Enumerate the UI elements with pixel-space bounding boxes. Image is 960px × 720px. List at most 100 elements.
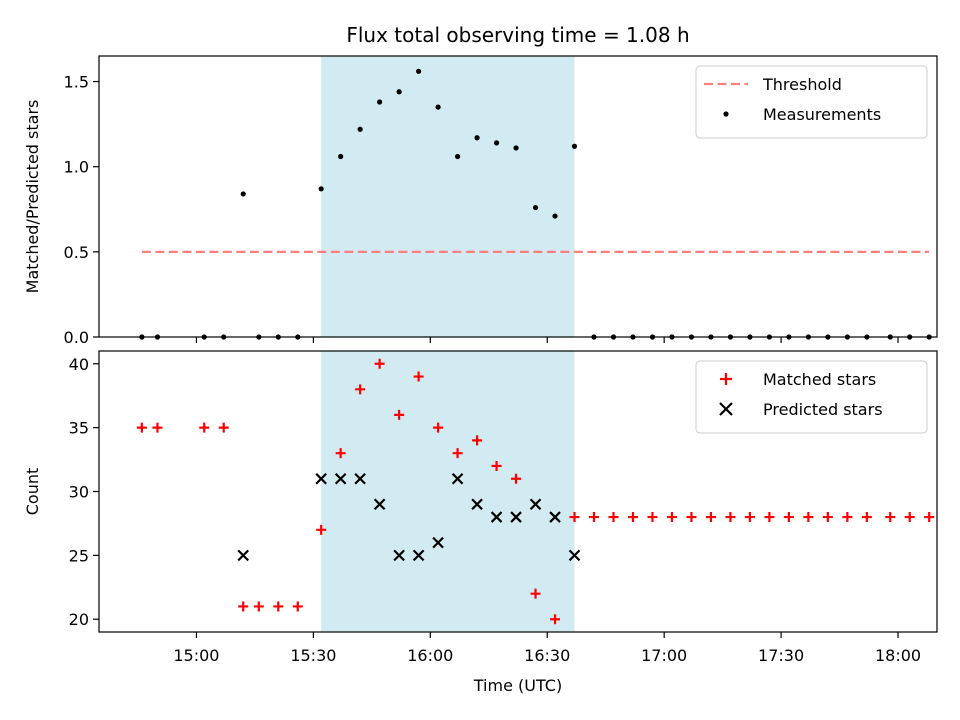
matched-stars-point xyxy=(253,601,264,612)
matched-stars-point xyxy=(218,422,229,433)
y-tick-label: 1.5 xyxy=(64,73,89,92)
matched-stars-point xyxy=(273,601,284,612)
y-tick-label: 1.0 xyxy=(64,158,89,177)
matched-stars-point xyxy=(511,473,522,484)
matched-stars-point xyxy=(238,601,249,612)
top-y-axis: 0.0 0.5 1.0 1.5 xyxy=(64,73,99,347)
measurement-point xyxy=(377,99,383,105)
legend-box xyxy=(695,65,928,139)
matched-stars-point xyxy=(589,512,600,523)
predicted-stars-point xyxy=(315,472,327,485)
matched-stars-point xyxy=(394,409,405,420)
matched-stars-point xyxy=(608,512,619,523)
chart-title: Flux total observing time = 1.08 h xyxy=(346,23,689,47)
matched-stars-point xyxy=(413,371,424,382)
predicted-stars-point xyxy=(529,498,542,511)
bottom-y-axis-label: Count xyxy=(23,468,42,516)
top-marks xyxy=(139,68,932,340)
matched-stars-point xyxy=(433,422,444,433)
measurement-point xyxy=(318,186,324,192)
legend-x-swatch xyxy=(719,402,733,416)
measurement-point xyxy=(513,145,519,151)
matched-stars-point xyxy=(822,512,833,523)
measurement-point xyxy=(552,213,558,219)
x-tick-label: 15:00 xyxy=(173,646,219,665)
y-tick-label: 25 xyxy=(69,546,89,565)
matched-stars-point xyxy=(885,512,896,523)
bottom-marks xyxy=(136,358,935,625)
measurement-point xyxy=(532,204,539,211)
matched-stars-point xyxy=(491,460,502,471)
predicted-stars-point xyxy=(237,549,249,562)
matched-stars-point xyxy=(292,601,303,612)
matched-stars-point xyxy=(335,448,346,459)
x-tick-label: 17:30 xyxy=(758,646,804,665)
measurement-point xyxy=(416,68,422,74)
measurement-point xyxy=(493,140,500,146)
predicted-stars-point xyxy=(373,498,386,511)
measurement-point xyxy=(240,191,246,197)
matched-stars-point xyxy=(569,512,580,523)
matched-stars-point xyxy=(861,512,872,523)
matched-stars-point xyxy=(199,422,210,433)
x-tick-label: 17:00 xyxy=(641,646,687,665)
bottom-legend: Matched stars Predicted stars xyxy=(695,360,928,434)
legend-plus-swatch xyxy=(720,373,732,385)
x-tick-label: 15:30 xyxy=(290,646,336,665)
x-tick-label: 16:00 xyxy=(407,646,453,665)
matched-stars-point xyxy=(647,512,658,523)
matched-stars-point xyxy=(783,512,794,523)
matched-stars-point xyxy=(530,588,541,599)
x-tick-label: 18:00 xyxy=(875,646,921,665)
matched-stars-point xyxy=(803,512,814,523)
predicted-stars-point xyxy=(510,511,522,523)
matched-stars-point xyxy=(666,512,677,523)
legend-label: Predicted stars xyxy=(763,400,883,419)
bottom-y-axis: 20 25 30 35 40 xyxy=(69,355,99,629)
predicted-stars-point xyxy=(334,472,347,485)
y-tick-label: 0.0 xyxy=(64,328,89,347)
matched-stars-point xyxy=(136,422,147,433)
matched-stars-point xyxy=(152,422,163,433)
measurement-point xyxy=(454,153,461,160)
y-tick-label: 40 xyxy=(69,355,89,374)
matched-stars-point xyxy=(764,512,775,523)
predicted-stars-point xyxy=(412,549,425,562)
legend-dot-swatch xyxy=(723,111,729,117)
measurement-point xyxy=(435,104,441,110)
top-panel: 0.0 0.5 1.0 1.5 Matched/Predicted stars Thr… xyxy=(23,55,938,347)
matched-stars-point xyxy=(705,512,716,523)
y-tick-label: 30 xyxy=(69,483,89,502)
matched-stars-point xyxy=(744,512,755,523)
top-legend: Threshold Measurements xyxy=(695,65,928,139)
bottom-x-axis: 15:00 15:30 16:00 16:30 17:00 17:30 18:00 xyxy=(173,632,921,665)
measurement-point xyxy=(474,135,480,141)
bottom-panel: 20 25 30 35 40 15:00 15:30 16:00 16:30 17:00 17:3… xyxy=(23,350,938,695)
matched-stars-point xyxy=(686,512,697,523)
predicted-stars-point xyxy=(549,511,561,523)
predicted-stars-point xyxy=(490,511,503,523)
observing-window-shade-bottom xyxy=(321,351,575,632)
top-y-axis-label: Matched/Predicted stars xyxy=(23,100,42,294)
matched-stars-point xyxy=(316,524,327,535)
matched-stars-point xyxy=(355,384,366,395)
predicted-stars-point xyxy=(432,536,444,549)
predicted-stars-point xyxy=(451,472,464,485)
y-tick-label: 35 xyxy=(69,419,89,438)
predicted-stars-point xyxy=(568,549,581,562)
legend-label: Threshold xyxy=(762,75,842,94)
measurement-point xyxy=(338,153,344,160)
matched-stars-point xyxy=(452,448,463,459)
matched-stars-point xyxy=(924,512,935,523)
predicted-stars-point xyxy=(471,498,483,511)
x-tick-label: 16:30 xyxy=(524,646,570,665)
matched-stars-point xyxy=(627,512,638,523)
predicted-stars-point xyxy=(354,472,366,485)
matched-stars-point xyxy=(725,512,736,523)
matched-stars-point xyxy=(904,512,915,523)
matched-stars-point xyxy=(374,358,385,369)
top-panel-frame xyxy=(98,55,938,338)
measurement-point xyxy=(571,143,578,149)
observing-window-shade-top xyxy=(321,56,575,337)
